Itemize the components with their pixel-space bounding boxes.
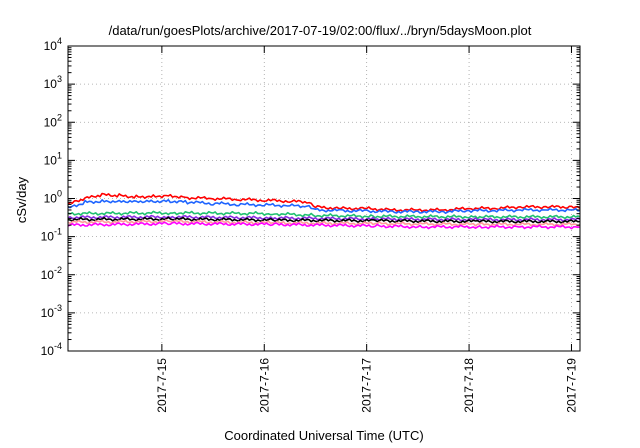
y-tick-label: 10-3 <box>41 303 62 320</box>
y-tick-label: 101 <box>44 150 62 167</box>
x-tick-label: 2017-7-19 <box>564 358 578 413</box>
y-tick-labels: 10-4 10-3 10-2 10-1 100 101 102 103 104 <box>41 36 62 358</box>
plot-frame <box>67 45 581 352</box>
grid-lines <box>68 46 580 351</box>
series-line-6 <box>67 219 581 227</box>
y-tick-label: 104 <box>44 36 62 53</box>
series-line-2 <box>67 199 581 214</box>
series-line-5 <box>67 216 581 224</box>
y-tick-label: 100 <box>44 189 62 206</box>
y-tick-label: 103 <box>44 74 62 91</box>
x-tick-label: 2017-7-17 <box>360 358 374 413</box>
y-axis-title: cSv/day <box>14 176 29 223</box>
series-line-1 <box>67 192 581 213</box>
y-tick-label: 10-2 <box>41 265 62 282</box>
series-line-7 <box>67 221 581 230</box>
x-axis-title: Coordinated Universal Time (UTC) <box>224 428 423 443</box>
series-group <box>67 192 581 230</box>
x-tick-labels: 2017-7-15 2017-7-16 2017-7-17 2017-7-18 2017… <box>155 358 579 413</box>
x-tick-label: 2017-7-16 <box>257 358 271 413</box>
x-tick-label: 2017-7-18 <box>462 358 476 413</box>
y-tick-label: 10-4 <box>41 341 62 358</box>
x-tick-label: 2017-7-15 <box>155 358 169 413</box>
series-line-3 <box>67 210 581 220</box>
y-tick-label: 102 <box>44 112 62 129</box>
chart-title: /data/run/goesPlots/archive/2017-07-19/0… <box>109 23 532 38</box>
y-tick-label: 10-1 <box>41 227 62 244</box>
